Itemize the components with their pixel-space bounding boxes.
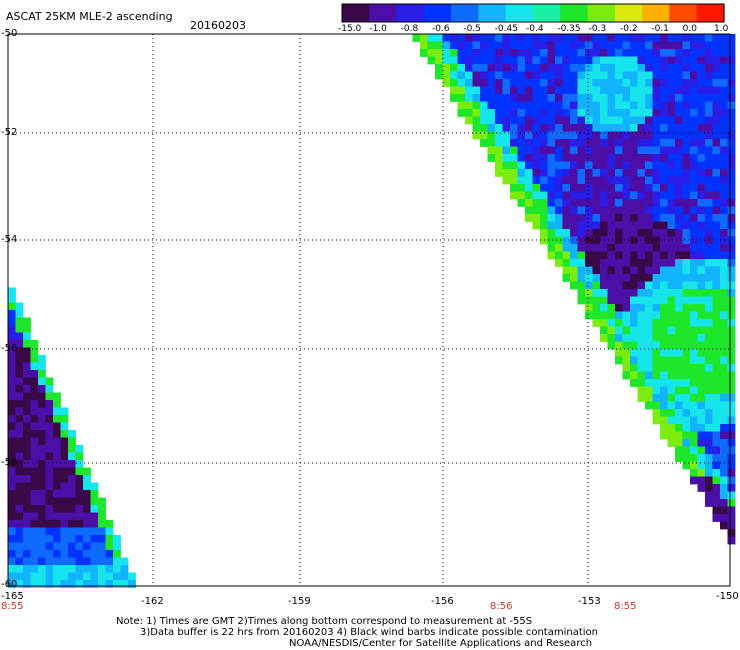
colorbar-swatch bbox=[560, 4, 589, 22]
lon-label: -162 bbox=[141, 596, 164, 607]
lat-label: -50 bbox=[1, 28, 18, 39]
colorbar-label: -0.3 bbox=[588, 24, 607, 34]
colorbar-swatch bbox=[614, 4, 643, 22]
colorbar-label: -0.1 bbox=[651, 24, 669, 34]
colorbar-swatch bbox=[423, 4, 452, 22]
colorbar-label: -0.4 bbox=[526, 24, 544, 34]
colorbar-swatch bbox=[451, 4, 479, 22]
lon-label: -153 bbox=[578, 596, 601, 607]
lon-label: -156 bbox=[431, 596, 454, 607]
colorbar-swatch bbox=[669, 4, 698, 22]
lat-label: -52 bbox=[1, 127, 18, 138]
colorbar-swatch bbox=[396, 4, 425, 22]
note-line-1: Note: 1) Times are GMT 2)Times along bot… bbox=[116, 616, 533, 627]
colorbar-swatch bbox=[478, 4, 507, 22]
time-label: 8:55 bbox=[1, 601, 24, 612]
colorbar-swatch bbox=[505, 4, 534, 22]
note-line-3: NOAA/NESDIS/Center for Satellite Applica… bbox=[289, 638, 593, 649]
colorbar-label: -0.6 bbox=[432, 24, 450, 34]
lon-label: -159 bbox=[288, 596, 311, 607]
colorbar-swatch bbox=[369, 4, 398, 22]
colorbar bbox=[341, 3, 725, 23]
map-date: 20160203 bbox=[190, 19, 246, 32]
note-line-2: 3)Data buffer is 22 hrs from 20160203 4)… bbox=[140, 627, 598, 638]
lat-label: -56 bbox=[1, 343, 18, 354]
colorbar-label: 0.0 bbox=[682, 24, 697, 34]
map-frame bbox=[7, 33, 731, 587]
map-title: ASCAT 25KM MLE-2 ascending bbox=[6, 10, 173, 23]
lon-label: -165 bbox=[1, 591, 24, 602]
colorbar-swatch bbox=[642, 4, 670, 22]
colorbar-label: -0.45 bbox=[494, 24, 518, 34]
colorbar-swatch bbox=[342, 4, 370, 22]
colorbar-label: -0.8 bbox=[400, 24, 419, 34]
lat-label: -54 bbox=[1, 234, 18, 245]
colorbar-label: -1.0 bbox=[369, 24, 387, 34]
lon-label: -150 bbox=[716, 591, 739, 602]
time-label: 8:55 bbox=[614, 601, 637, 612]
colorbar-label: 1.0 bbox=[714, 24, 729, 34]
swath-data-layer bbox=[8, 34, 736, 588]
colorbar-swatch bbox=[587, 4, 616, 22]
colorbar-frame bbox=[341, 3, 725, 23]
colorbar-swatch bbox=[696, 4, 725, 22]
lat-label: -58 bbox=[1, 457, 18, 468]
lat-label: -60 bbox=[1, 579, 18, 590]
colorbar-label: -0.5 bbox=[463, 24, 481, 34]
time-label: 8:56 bbox=[490, 601, 513, 612]
colorbar-label: -0.2 bbox=[620, 24, 638, 34]
colorbar-label: -0.35 bbox=[557, 24, 581, 34]
colorbar-swatch bbox=[533, 4, 561, 22]
colorbar-label: -15.0 bbox=[338, 24, 362, 34]
